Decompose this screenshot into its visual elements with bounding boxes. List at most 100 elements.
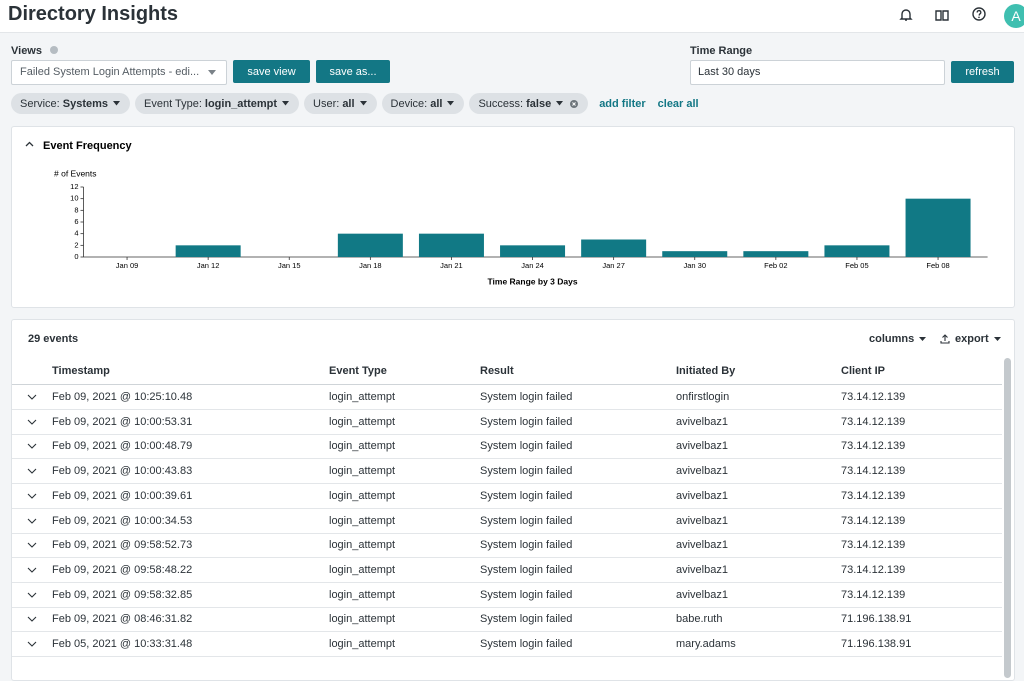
table-cell: avivelbaz1 [676,539,728,552]
view-select[interactable]: Failed System Login Attempts - edi... [11,60,227,85]
expand-row-icon[interactable] [27,641,37,647]
expand-row-icon[interactable] [27,443,37,450]
filter-chip[interactable]: Device: all [381,93,465,114]
bar [581,239,647,257]
collapse-icon[interactable] [25,141,34,147]
resources-icon[interactable] [934,7,950,23]
filter-chip[interactable]: User: all [304,93,377,114]
table-cell: 73.14.12.139 [841,588,906,601]
table-cell: System login failed [480,514,573,527]
table-cell: Feb 09, 2021 @ 08:46:31.82 [52,613,193,626]
dropdown-arrow [447,100,455,105]
columns-button[interactable]: columns [869,333,927,345]
table-cell: System login failed [480,638,573,650]
scrollbar[interactable] [1004,358,1011,678]
filter-value: false [526,97,552,110]
dropdown-arrow [359,100,367,105]
y-axis-title: # of Events [54,168,97,178]
filter-value: login_attempt [204,97,278,110]
time-range-label: Time Range [690,45,753,57]
table-cell: 73.14.12.139 [841,539,906,552]
bar [418,233,484,257]
filter-actions: add filter clear all [599,98,698,110]
filter-chip[interactable]: Success: false [469,93,589,114]
notifications-icon[interactable] [898,7,914,23]
export-button[interactable]: export [940,333,1001,345]
bar [175,245,241,257]
expand-row-icon[interactable] [27,468,37,474]
table-row: Feb 09, 2021 @ 10:25:10.48 login_attempt S… [12,385,1002,410]
avatar[interactable]: A [1004,4,1024,28]
table-cell: avivelbaz1 [676,465,728,478]
remove-filter-icon[interactable] [567,99,579,109]
table-cell: 73.14.12.139 [841,465,906,478]
table-cell: 73.14.12.139 [841,514,906,527]
view-select-text: Failed System Login Attempts - edi... [20,66,200,78]
chevron [27,567,37,573]
expand-row-icon[interactable] [27,394,37,400]
filter-key: Event Type: [144,97,202,110]
table-cell: 73.14.12.139 [841,440,906,453]
table-cell: login_attempt [329,489,396,502]
x-tick-label: Jan 21 [440,261,463,270]
table-cell: login_attempt [329,613,396,626]
table-cell: System login failed [480,563,573,576]
clear-all-link[interactable]: clear all [657,97,699,110]
save-view-button[interactable]: save view [233,60,310,83]
x-tick-label: Jan 09 [116,261,139,270]
help-icon[interactable] [971,6,987,22]
table-cell: avivelbaz1 [676,563,728,576]
table-cell: 71.196.138.91 [841,613,912,626]
chevron [27,468,37,474]
column-header[interactable]: Result [480,365,514,377]
column-header[interactable]: Timestamp [52,365,110,377]
info-icon[interactable] [49,45,59,55]
export-text: export [955,333,989,345]
filter-chip[interactable]: Event Type: login_attempt [135,93,300,114]
expand-row-icon[interactable] [27,542,37,548]
filter-chip[interactable]: Service: Systems [11,93,131,114]
table-row: Feb 09, 2021 @ 09:58:52.73 login_attempt S… [12,533,1002,559]
top-bar: Directory Insights A [0,0,1024,33]
add-filter-link[interactable]: add filter [599,97,646,110]
dropdown-arrow [208,70,216,75]
expand-row-icon[interactable] [27,592,37,598]
expand-row-icon[interactable] [27,518,37,524]
filter-value: all [342,97,355,110]
table-row: Feb 09, 2021 @ 10:00:43.83 login_attempt S… [12,459,1002,485]
x-tick-label: Jan 15 [278,261,301,270]
x-tick-label: Jan 27 [602,261,625,270]
table-row: Feb 09, 2021 @ 09:58:48.22 login_attempt S… [12,558,1002,583]
expand-row-icon[interactable] [27,616,37,623]
time-range-input[interactable]: Last 30 days [690,60,945,85]
remove-cross [572,101,577,106]
chart-title: Event Frequency [43,140,133,152]
column-header[interactable]: Initiated By [676,365,736,377]
table-cell: login_attempt [329,415,396,428]
dropdown-arrow [919,336,927,341]
expand-row-icon[interactable] [27,567,37,573]
save-as-button[interactable]: save as... [316,60,390,83]
x-tick-label: Jan 30 [683,261,706,270]
expand-row-icon[interactable] [27,493,37,499]
table-row: Feb 05, 2021 @ 10:33:31.48 login_attempt S… [12,632,1002,657]
table-cell: Feb 09, 2021 @ 10:00:53.31 [52,415,193,428]
filter-key: Service: [20,97,60,110]
event-count: 29 events [28,333,79,345]
bar [337,233,403,257]
table-cell: System login failed [480,391,573,403]
refresh-button[interactable]: refresh [951,61,1014,83]
column-header[interactable]: Event Type [329,365,387,377]
table-cell: avivelbaz1 [676,489,728,502]
table-cell: System login failed [480,415,573,428]
dropdown-arrow [993,336,1001,341]
bar [824,245,890,257]
columns-text: columns [869,333,915,345]
expand-row-icon[interactable] [27,419,37,425]
table-cell: Feb 09, 2021 @ 10:25:10.48 [52,391,193,403]
filter-bar: Service: Systems Event Type: login_attempt U… [11,93,699,114]
table-cell: 73.14.12.139 [841,563,906,576]
table-cell: Feb 09, 2021 @ 09:58:48.22 [52,563,193,576]
column-header[interactable]: Client IP [841,365,886,377]
table-cell: Feb 09, 2021 @ 10:00:48.79 [52,440,193,453]
